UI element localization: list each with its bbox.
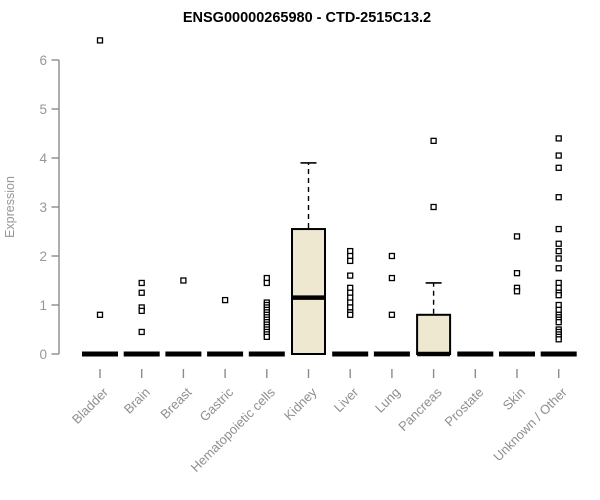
outlier-point (555, 135, 562, 142)
outlier-point (555, 225, 562, 233)
y-tick-label: 5 (39, 102, 47, 117)
outlier-point (555, 318, 562, 326)
y-tick-label: 4 (39, 151, 47, 166)
outlier-point (138, 307, 145, 315)
flat-box-gastric (207, 351, 244, 357)
chart-title: ENSG00000265980 - CTD-2515C13.2 (183, 10, 431, 26)
flat-box-breast (165, 351, 202, 357)
outlier-point (555, 194, 562, 201)
flat-box-hematopoietic-cells (248, 351, 285, 357)
outlier-point (347, 311, 354, 318)
outlier-point (263, 333, 270, 341)
x-tick-label: Skin (500, 385, 528, 413)
outlier-point (96, 37, 104, 44)
outlier-point (555, 292, 562, 299)
outlier-point (555, 255, 562, 262)
box-kidney (291, 228, 326, 355)
outlier-point (180, 277, 187, 284)
outlier-point (388, 274, 396, 282)
outlier-point (430, 203, 437, 211)
outlier-point (555, 265, 562, 272)
outlier-point (555, 336, 562, 343)
outlier-point (138, 328, 145, 336)
outlier-point (555, 164, 562, 171)
outlier-point (221, 296, 229, 304)
flat-box-lung (373, 351, 410, 357)
flat-box-unknown-other (540, 351, 577, 357)
outlier-point (430, 137, 437, 145)
outlier-point (388, 252, 396, 260)
flat-box-brain (123, 351, 160, 357)
x-tick-label: Bladder (69, 384, 112, 427)
box-pancreas (416, 313, 452, 355)
y-tick-label: 1 (39, 298, 47, 313)
x-tick-label: Brain (121, 385, 153, 417)
outlier-point (555, 240, 562, 247)
y-tick-label: 2 (39, 249, 47, 264)
y-axis-label: Expression (3, 176, 17, 238)
outlier-point (138, 279, 145, 287)
outlier-point (96, 311, 104, 318)
flat-box-skin (499, 351, 535, 357)
x-tick-label: Gastric (197, 384, 237, 424)
y-tick-label: 3 (39, 200, 47, 215)
outlier-point (513, 233, 521, 240)
x-tick-label: Breast (157, 384, 194, 421)
outlier-point (263, 279, 270, 287)
outlier-point (555, 247, 562, 255)
flat-box-bladder (82, 351, 118, 357)
outlier-point (513, 269, 521, 277)
outlier-point (347, 272, 354, 279)
flat-box-prostate (457, 351, 494, 357)
outlier-point (388, 311, 396, 318)
x-tick-label: Liver (331, 384, 362, 415)
outlier-point (263, 274, 270, 282)
outlier-point (513, 288, 521, 295)
x-tick-label: Kidney (281, 384, 320, 423)
y-tick-label: 0 (39, 347, 47, 362)
x-tick-label: Prostate (442, 385, 487, 430)
flat-box-liver (332, 351, 369, 357)
outlier-point (555, 152, 562, 159)
x-tick-label: Pancreas (395, 384, 445, 434)
x-tick-label: Unknown / Other (490, 384, 570, 464)
outlier-point (347, 257, 354, 265)
outlier-point (347, 299, 354, 306)
outlier-point (138, 289, 145, 296)
y-tick-label: 6 (39, 53, 47, 68)
x-tick-label: Lung (372, 385, 403, 416)
